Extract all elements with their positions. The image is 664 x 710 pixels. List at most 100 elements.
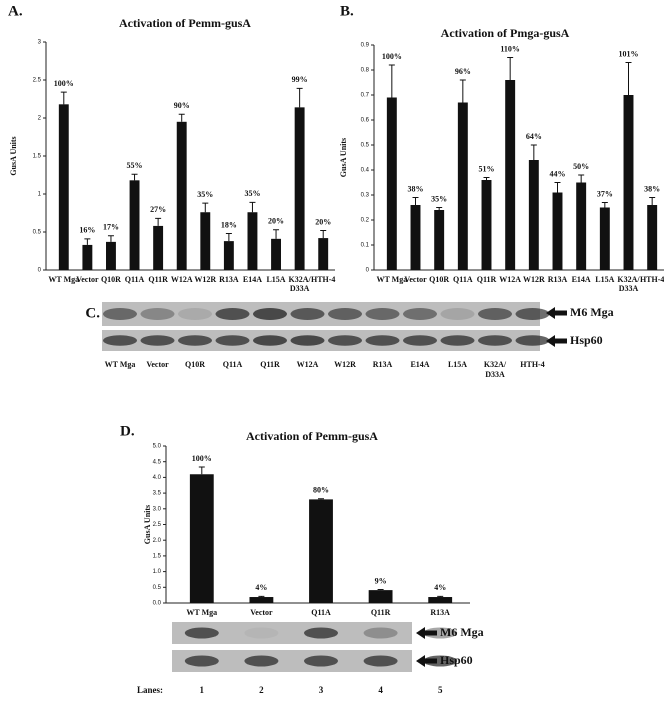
blot-band [365,308,400,320]
bar [410,205,421,270]
bar [599,207,610,270]
bar-annotation: 44% [550,169,566,178]
arrow [546,335,567,347]
x-tick-label: WT Mga [186,608,217,617]
blot-band [244,627,279,639]
chart-title: Activation of Pemm-gusA [246,429,378,443]
error-bar [155,217,162,226]
error-bar [258,595,265,598]
error-bar [437,595,444,598]
bar-annotation: 51% [479,164,495,173]
x-tick-label: K32A/D33A [617,275,640,293]
blot-band [253,335,287,346]
blot-band [103,308,137,320]
y-tick-label: 2.0 [153,538,162,544]
bar-annotation: 100% [54,79,74,88]
x-tick-label: Q11A [311,608,331,617]
y-tick-label: 0.2 [361,218,370,224]
x-tick-label: R13A [430,608,450,617]
blot-band [244,655,279,667]
x-tick-label: W12A [499,275,521,284]
error-bar [388,64,395,98]
x-tick-label: Q10R [429,275,449,284]
error-bar [601,202,608,208]
panel-label: C. [85,305,100,321]
blot-band [440,335,475,346]
error-bar [507,57,514,80]
error-bar [198,466,205,475]
y-tick-label: 0 [366,268,370,274]
error-bar [202,202,209,213]
bar [129,180,140,270]
bar-annotation: 35% [197,190,213,199]
lane-label: L15A [448,360,467,369]
blot-band [140,308,175,320]
lane-number: 3 [319,685,324,695]
error-bar [320,229,327,239]
x-tick-label: E14A [243,275,262,284]
lane-label: Vector [146,360,169,369]
error-bar [459,79,466,103]
error-bar [412,197,419,205]
bar [368,590,393,603]
error-bar [530,144,537,160]
bar [505,80,516,270]
lane-label: E14A [410,360,429,369]
lane-label: K32A/D33A [484,360,507,379]
lane-label: Q11R [260,360,280,369]
blot-band [304,655,338,667]
bar-annotation: 16% [79,226,95,235]
error-bar [107,235,114,242]
bar-annotation: 9% [375,576,387,585]
blot-row-label: Hsp60 [570,333,603,347]
blot-strip [172,622,412,644]
blot-row-label: M6 Mga [440,625,484,639]
x-tick-label: Q11R [148,275,168,284]
bar [457,102,468,270]
y-tick-label: 0.5 [33,230,42,236]
lane-number: 2 [259,685,264,695]
blot-band [184,655,219,667]
bar [647,205,658,270]
blot-band [328,308,362,320]
bar-annotation: 100% [382,52,402,61]
bar-annotation: 64% [526,132,542,141]
bar-annotation: 4% [255,583,267,592]
error-bar [60,91,67,105]
bar [386,97,397,270]
bar [58,104,69,270]
y-tick-label: 0.5 [153,585,162,591]
y-tick-label: 0.4 [361,168,370,174]
y-tick-label: 2.5 [153,522,162,528]
y-tick-label: 0.5 [361,143,370,149]
blot-band [423,655,458,667]
y-tick-label: 3.5 [153,491,162,497]
y-tick-label: 0 [38,268,42,274]
bar [82,244,93,270]
blot-band [403,308,437,320]
bar-annotation: 90% [174,101,190,110]
blot-band [103,335,137,346]
y-tick-label: 0.9 [361,43,370,49]
x-tick-label: Q11A [453,275,473,284]
y-tick-label: 4.5 [153,459,162,465]
bar-annotation: 18% [221,220,237,229]
blot-band [515,335,550,346]
bar-annotation: 80% [313,486,329,495]
bar-annotation: 100% [192,454,212,463]
blot-band [304,627,338,639]
blot-band [178,335,212,346]
blot-row-label: M6 Mga [570,305,614,319]
error-bar [84,238,91,245]
bar-annotation: 50% [573,162,589,171]
blot-band [290,335,325,346]
bar [481,180,492,270]
lane-label: R13A [373,360,393,369]
blot-band [215,308,250,320]
error-bar [296,87,303,108]
y-tick-label: 0.1 [361,243,370,249]
blot-row-label: Hsp60 [440,653,473,667]
bar-annotation: 38% [644,184,660,193]
blot-band [363,655,398,667]
